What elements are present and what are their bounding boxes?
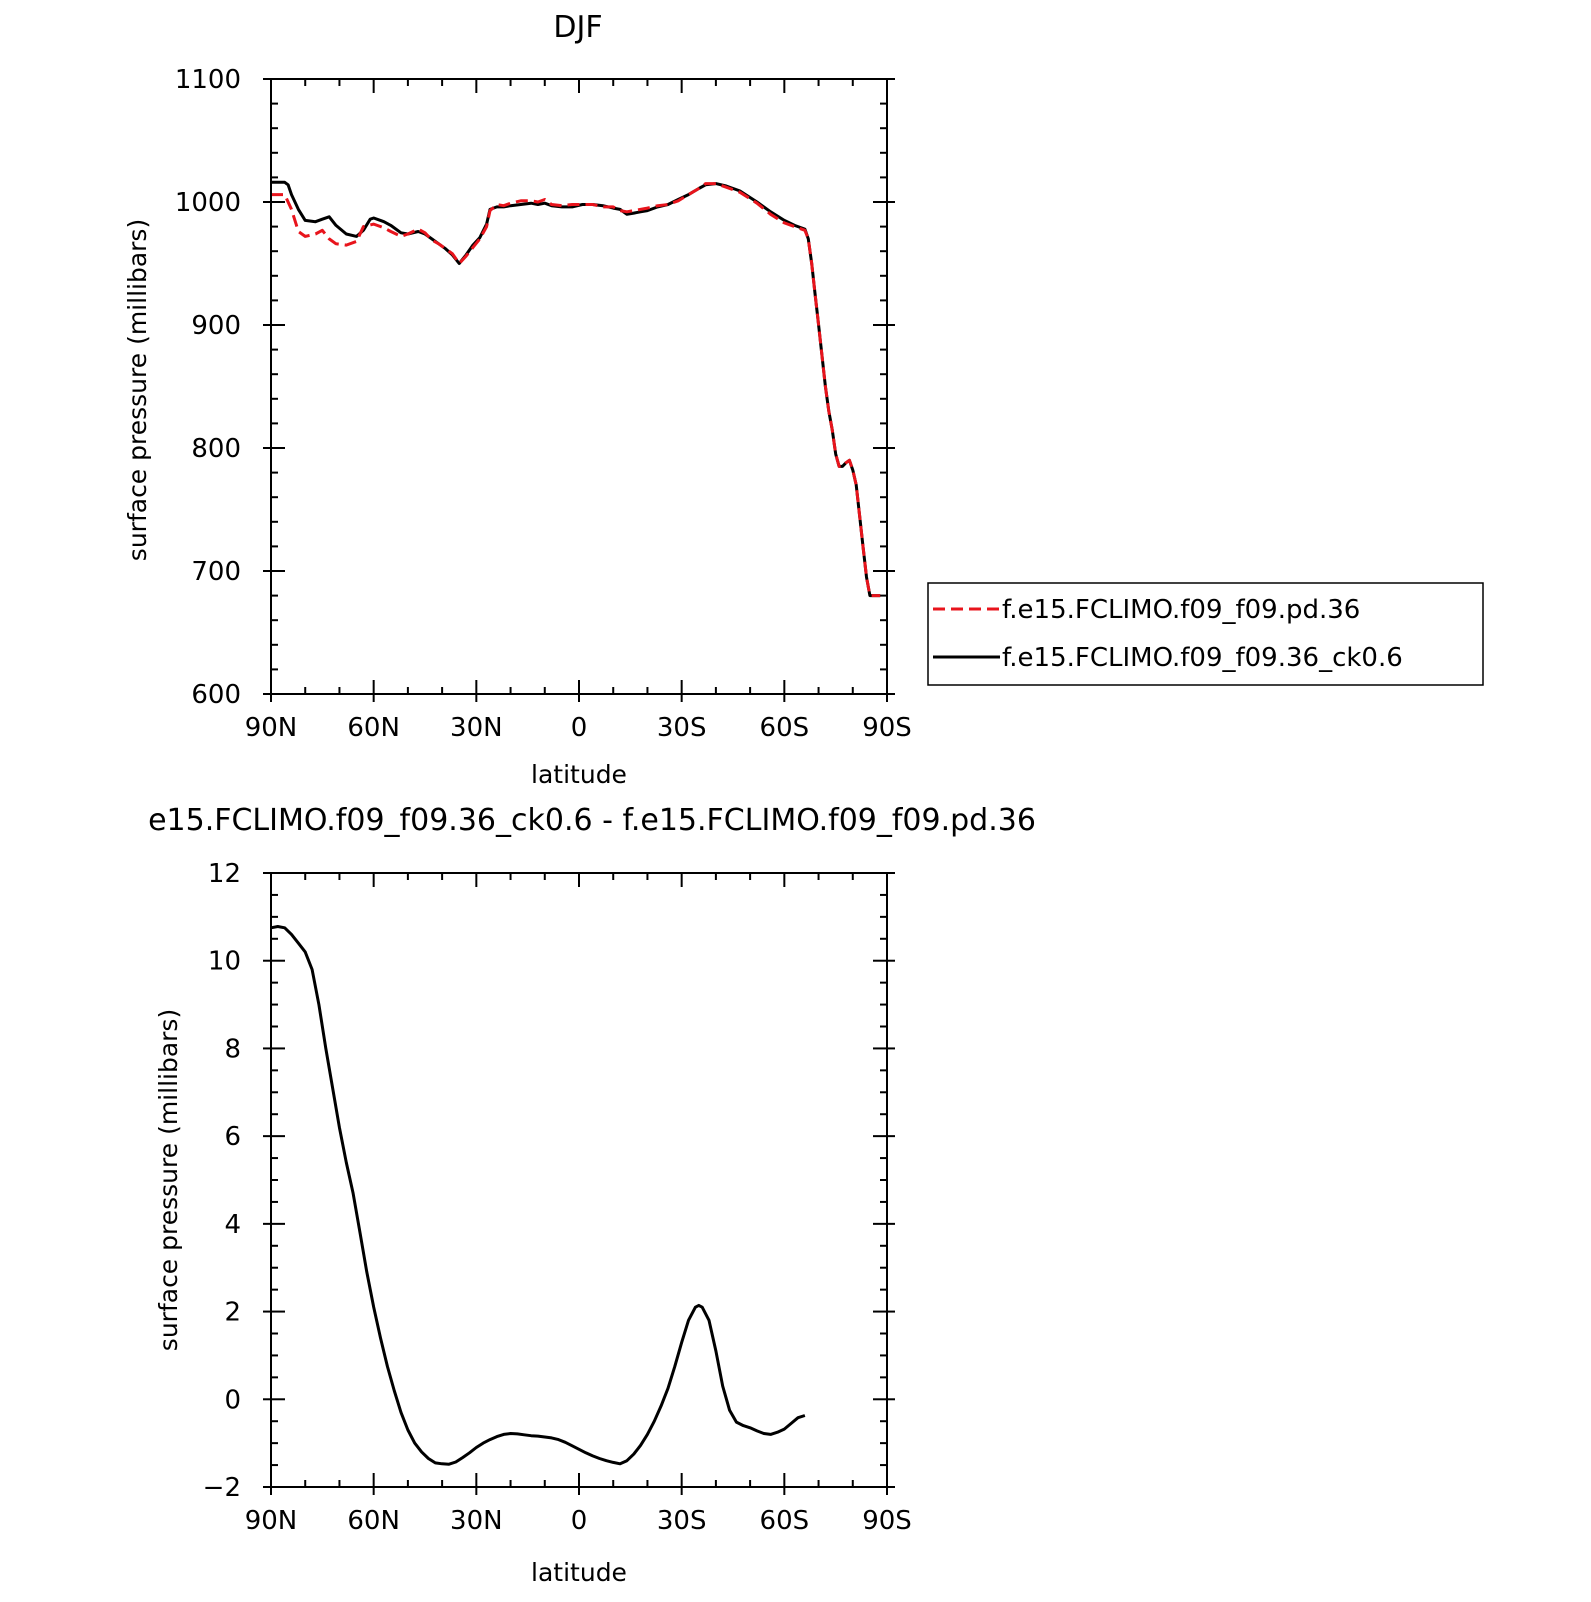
tick-marks xyxy=(263,872,895,1495)
x-tick-label: 60N xyxy=(347,1506,400,1536)
legend: f.e15.FCLIMO.f09_f09.pd.36 f.e15.FCLIMO.… xyxy=(927,582,1484,686)
x-axis-label: latitude xyxy=(531,760,627,789)
x-tick-labels: 90N 60N 30N 0 30S 60S 90S xyxy=(245,1506,912,1536)
series-lines xyxy=(270,925,806,1466)
chart-title: e15.FCLIMO.f09_f09.36_ck0.6 - f.e15.FCLI… xyxy=(148,803,1036,838)
tick-marks xyxy=(263,78,895,702)
y-tick-label: 800 xyxy=(191,434,241,464)
y-tick-label: 600 xyxy=(191,680,241,710)
x-tick-label: 90N xyxy=(245,713,298,743)
x-tick-label: 90S xyxy=(862,713,912,743)
legend-box xyxy=(927,582,1484,686)
pressure-panel: DJF 90N 60N 30N 0 30S 60S 90S 600 700 800 900 1000… xyxy=(123,10,1484,789)
y-tick-labels: −2 0 2 4 6 8 10 12 xyxy=(203,859,241,1503)
x-tick-label: 0 xyxy=(571,1506,588,1536)
series-line-black xyxy=(271,180,881,598)
legend-label-pd36: f.e15.FCLIMO.f09_f09.pd.36 xyxy=(1002,595,1360,625)
plot-frame xyxy=(270,78,888,695)
series-lines xyxy=(271,180,881,598)
x-tick-label: 30N xyxy=(450,713,503,743)
series-line-red xyxy=(271,182,881,598)
y-axis-label: surface pressure (millibars) xyxy=(154,1009,183,1351)
plot-frame xyxy=(270,872,888,1488)
x-tick-labels: 90N 60N 30N 0 30S 60S 90S xyxy=(245,713,912,743)
y-axis-label: surface pressure (millibars) xyxy=(123,219,152,561)
y-tick-label: 0 xyxy=(224,1385,241,1415)
x-tick-label: 60S xyxy=(760,713,810,743)
x-tick-label: 30S xyxy=(657,1506,707,1536)
legend-label-ck06: f.e15.FCLIMO.f09_f09.36_ck0.6 xyxy=(1002,643,1403,673)
y-tick-label: 2 xyxy=(224,1298,241,1328)
difference-panel: e15.FCLIMO.f09_f09.36_ck0.6 - f.e15.FCLI… xyxy=(148,803,1036,1587)
y-tick-label: 900 xyxy=(191,311,241,341)
x-tick-label: 60S xyxy=(760,1506,810,1536)
y-tick-label: 10 xyxy=(208,947,241,977)
x-tick-label: 30N xyxy=(450,1506,503,1536)
x-tick-label: 60N xyxy=(347,713,400,743)
x-tick-label: 90S xyxy=(862,1506,912,1536)
y-tick-label: 8 xyxy=(224,1034,241,1064)
y-tick-labels: 600 700 800 900 1000 1100 xyxy=(175,65,241,710)
x-tick-label: 0 xyxy=(571,713,588,743)
x-tick-label: 30S xyxy=(657,713,707,743)
y-tick-label: 1000 xyxy=(175,188,241,218)
series-line-black xyxy=(270,925,806,1466)
y-tick-label: 6 xyxy=(224,1122,241,1152)
y-tick-label: 1100 xyxy=(175,65,241,95)
y-tick-label: 12 xyxy=(208,859,241,889)
x-axis-label: latitude xyxy=(531,1558,627,1587)
chart-title: DJF xyxy=(553,10,602,45)
x-tick-label: 90N xyxy=(245,1506,298,1536)
y-tick-label: −2 xyxy=(203,1473,241,1503)
y-tick-label: 4 xyxy=(224,1210,241,1240)
y-tick-label: 700 xyxy=(191,557,241,587)
